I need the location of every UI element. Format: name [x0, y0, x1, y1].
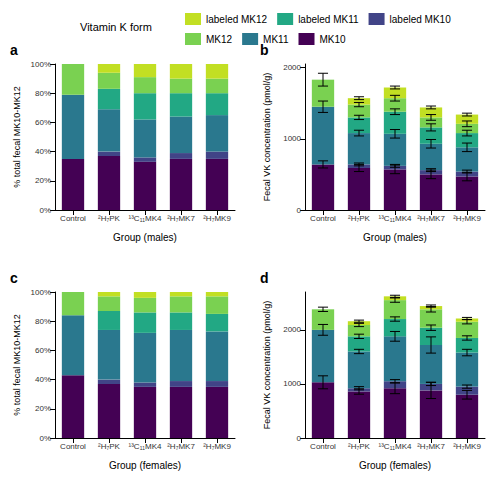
svg-text:labeled MK10: labeled MK10: [390, 14, 452, 25]
svg-text:¹³C₁₁MK4: ¹³C₁₁MK4: [379, 442, 413, 451]
svg-text:Group (males): Group (males): [113, 232, 177, 243]
svg-text:²H₇MK7: ²H₇MK7: [417, 214, 445, 223]
svg-text:0: 0: [297, 434, 302, 443]
svg-text:²H₇PK: ²H₇PK: [348, 214, 371, 223]
svg-text:²H₇MK7: ²H₇MK7: [417, 442, 445, 451]
svg-text:60%: 60%: [35, 346, 51, 355]
svg-text:²H₇MK9: ²H₇MK9: [453, 214, 481, 223]
svg-text:a: a: [10, 42, 18, 58]
svg-text:0%: 0%: [39, 206, 51, 215]
svg-text:100%: 100%: [31, 60, 51, 69]
svg-text:labeled MK11: labeled MK11: [298, 14, 359, 25]
svg-text:Group (females): Group (females): [359, 460, 431, 471]
svg-text:80%: 80%: [35, 89, 51, 98]
svg-text:b: b: [260, 42, 269, 58]
svg-text:Control: Control: [60, 214, 86, 223]
svg-text:²H₇MK9: ²H₇MK9: [203, 442, 231, 451]
svg-text:Group (females): Group (females): [109, 460, 181, 471]
svg-text:40%: 40%: [35, 375, 51, 384]
svg-text:²H₇MK9: ²H₇MK9: [453, 442, 481, 451]
svg-text:Fecal VK concentration (pmol/g: Fecal VK concentration (pmol/g): [262, 301, 272, 430]
svg-text:20%: 20%: [35, 176, 51, 185]
svg-text:0%: 0%: [39, 434, 51, 443]
svg-text:labeled MK12: labeled MK12: [206, 14, 268, 25]
svg-text:40%: 40%: [35, 147, 51, 156]
svg-text:²H₇PK: ²H₇PK: [98, 214, 121, 223]
svg-text:¹³C₁₁MK4: ¹³C₁₁MK4: [129, 442, 163, 451]
svg-text:20%: 20%: [35, 404, 51, 413]
svg-text:Control: Control: [310, 442, 336, 451]
svg-text:% total fecal MK10-MK12: % total fecal MK10-MK12: [12, 314, 22, 416]
svg-text:MK12: MK12: [206, 34, 233, 45]
svg-text:²H₇MK9: ²H₇MK9: [203, 214, 231, 223]
svg-text:100%: 100%: [31, 288, 51, 297]
svg-text:60%: 60%: [35, 118, 51, 127]
svg-text:Fecal VK concentration (pmol/g: Fecal VK concentration (pmol/g): [262, 73, 272, 202]
svg-text:Group (males): Group (males): [363, 232, 427, 243]
svg-text:¹³C₁₁MK4: ¹³C₁₁MK4: [129, 214, 163, 223]
svg-text:Control: Control: [60, 442, 86, 451]
svg-text:Vitamin K form: Vitamin K form: [80, 21, 152, 33]
svg-text:d: d: [260, 270, 269, 286]
svg-text:1000: 1000: [283, 379, 301, 388]
svg-text:% total fecal MK10-MK12: % total fecal MK10-MK12: [12, 86, 22, 188]
svg-text:Control: Control: [310, 214, 336, 223]
svg-text:²H₇MK7: ²H₇MK7: [167, 442, 195, 451]
svg-text:2000: 2000: [283, 325, 301, 334]
svg-text:1000: 1000: [283, 134, 301, 143]
svg-text:²H₇PK: ²H₇PK: [98, 442, 121, 451]
svg-text:c: c: [10, 270, 18, 286]
svg-text:MK11: MK11: [263, 33, 289, 45]
svg-text:0: 0: [297, 206, 302, 215]
svg-text:¹³C₁₁MK4: ¹³C₁₁MK4: [379, 214, 413, 223]
svg-text:²H₇MK7: ²H₇MK7: [167, 214, 195, 223]
svg-text:²H₇PK: ²H₇PK: [348, 442, 371, 451]
svg-text:MK10: MK10: [320, 34, 347, 45]
svg-text:80%: 80%: [35, 317, 51, 326]
svg-text:2000: 2000: [283, 63, 301, 72]
